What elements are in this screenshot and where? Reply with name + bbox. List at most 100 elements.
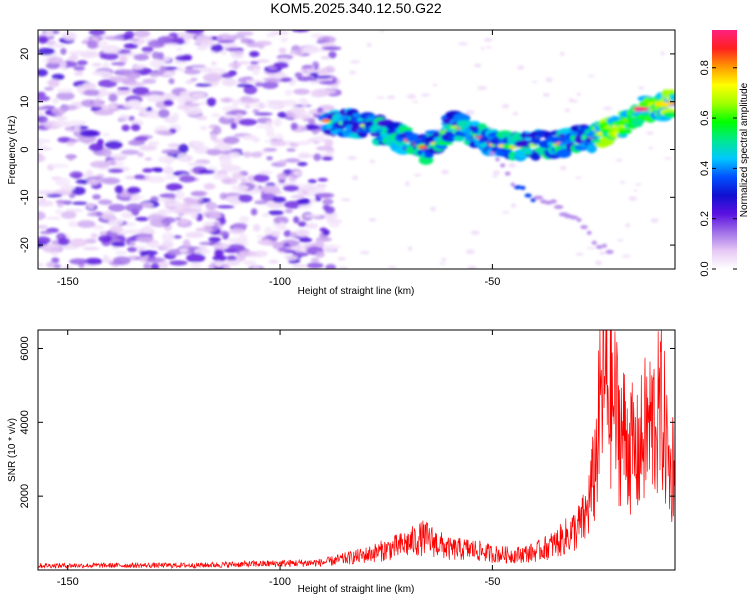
spectrogram-cell [611,121,628,126]
snr-y-label: SNR (10 * v/v) [7,418,18,482]
spectrogram-cell [560,165,567,171]
snr-background [38,330,675,570]
spectrogram-cell [131,86,150,95]
spectrogram-cell [46,193,63,198]
spectrogram-cell [100,211,115,220]
spectrogram-cell [504,171,511,176]
spectrogram-cell [512,111,519,116]
spectrogram-cell [284,158,301,163]
spectrogram-cell [489,151,496,156]
spectrogram-cell [199,67,213,73]
spectrogram-cell [114,185,124,194]
spectrogram-cell [387,266,397,269]
spectrogram-cell [625,223,631,228]
spectrogram-cell [91,62,102,67]
spectrogram-cell [73,124,81,132]
spectrogram-cell [217,40,235,44]
tick-label: 10 [19,96,31,108]
spectrogram-cell [513,185,523,190]
spectrogram-cell [38,68,48,77]
spectrogram-cell [156,130,172,136]
spectrogram-cell [622,254,631,258]
spectrogram-cell [313,153,322,161]
spectrogram-cell [162,71,176,76]
spectrogram-cell [435,144,448,150]
spectrogram-cell [406,133,421,143]
spectrogram-cell [98,87,108,97]
spectrogram-cell [568,97,574,103]
spectrogram-cell [272,196,287,204]
spectrogram-cell [290,195,305,199]
spectrogram-cell [105,140,123,150]
spectrogram-cell [108,168,124,173]
tick-label: 2000 [19,484,31,508]
spectrogram-cell [492,175,498,178]
spectrogram-cell [320,55,330,60]
spectrogram-cell [249,61,259,65]
spectrogram-cell [77,60,88,66]
spectrogram-cell [183,197,194,203]
snr-panel: -150 -100 -50 2000 4000 6000 Height of strai… [7,329,676,595]
spectrogram-cell [216,205,235,209]
spectrogram-cell [501,103,510,109]
spectrogram-cell [38,95,51,102]
spectrogram-cell [277,159,288,165]
spectrogram-cell [325,264,337,269]
spectrogram-cell [265,33,276,38]
spectrogram-cell [220,72,234,79]
spectrogram-cell [109,161,117,165]
spectrogram-cell [238,216,250,223]
spectrogram-cell [176,47,183,52]
spectrogram-cell [535,130,547,137]
spectrogram-cell [38,36,49,44]
spectrogram-cell [54,115,69,121]
spectrogram-cell [112,256,131,266]
spectrogram-cell [42,244,60,248]
spectrogram-cell [88,143,104,152]
spectrogram-cell [574,176,582,179]
spectrogram-cell [159,260,169,269]
spectrogram-cell [297,76,314,82]
spectrogram-cell [605,249,614,254]
spectrogram-cell [465,249,475,255]
spectrogram-cell [177,152,188,161]
spectrogram-cell [68,50,87,55]
spectrogram-cell [465,109,475,115]
spectrogram-cell [238,118,258,126]
spectrogram-cell [165,202,179,207]
spectrogram-cell [133,54,150,61]
spectrogram-cells [38,30,675,269]
spectrogram-cell [316,107,324,113]
snr-series-line [38,330,675,570]
spectrogram-cell [208,213,221,219]
spectrogram-cell [243,85,258,95]
spectrogram-cell [368,217,377,222]
spectrogram-cell [250,208,258,216]
spectrogram-cell [71,186,86,196]
spectrogram-cell [109,225,124,234]
spectrogram-cell [44,86,54,91]
spectrogram-cell [147,214,165,222]
spectrogram-cell [441,257,447,262]
spectrogram-cell [160,208,172,213]
spectrogram-cell [591,240,597,245]
spectrogram-cell [586,230,592,235]
spectrogram-cell [277,111,287,118]
spectrogram-cell [179,175,196,183]
spectrogram-cell [152,51,160,60]
spectrogram-cell [349,60,360,64]
spectrogram-cell [146,94,162,103]
spectrogram-cell [286,148,296,152]
spectrogram-cell [398,126,413,133]
spectrogram-cell [108,203,126,212]
spectrogram-cell [599,251,606,256]
spectrogram-cell [168,78,175,85]
spectrogram-cell [280,77,292,83]
spectrogram-cell [68,220,78,228]
spectrogram-cell [104,35,125,41]
spectrogram-cell [412,100,419,103]
spectrogram-cell [135,216,150,222]
spectrogram-cell [177,67,185,72]
spectrogram-cell [172,112,179,121]
spectrogram-cell [321,156,333,161]
